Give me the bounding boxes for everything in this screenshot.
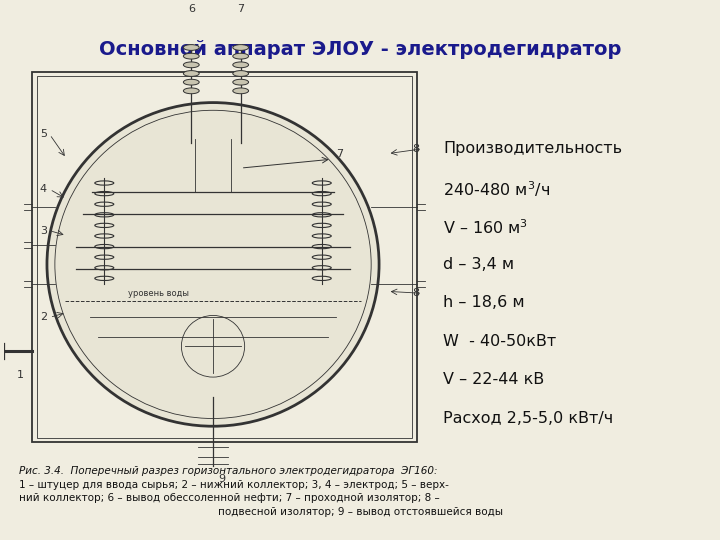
Text: Расход 2,5-5,0 кВт/ч: Расход 2,5-5,0 кВт/ч: [443, 410, 613, 426]
Text: 5: 5: [40, 130, 47, 139]
Text: 2: 2: [40, 312, 47, 322]
Text: 7: 7: [336, 150, 343, 159]
Text: 8: 8: [413, 144, 420, 154]
Bar: [32, 72, 418, 442]
Ellipse shape: [233, 71, 248, 76]
Text: d – 3,4 м: d – 3,4 м: [443, 256, 514, 272]
Text: 9: 9: [218, 474, 225, 484]
Text: W  - 40-50кВт: W - 40-50кВт: [443, 334, 557, 348]
Circle shape: [47, 103, 379, 426]
Text: Производительность: Производительность: [443, 141, 622, 156]
Text: 7: 7: [237, 4, 244, 14]
Text: ний коллектор; 6 – вывод обессоленной нефти; 7 – проходной изолятор; 8 –: ний коллектор; 6 – вывод обессоленной не…: [19, 494, 440, 503]
Text: Основной аппарат ЭЛОУ - электродегидратор: Основной аппарат ЭЛОУ - электродегидрато…: [99, 40, 621, 59]
Text: Рис. 3.4.  Поперечный разрез горизонтального электродегидратора  ЭГ160:: Рис. 3.4. Поперечный разрез горизонтальн…: [19, 467, 438, 476]
Text: 240-480 м$^3$/ч: 240-480 м$^3$/ч: [443, 179, 550, 199]
Ellipse shape: [184, 53, 199, 59]
Ellipse shape: [184, 62, 199, 68]
Text: подвесной изолятор; 9 – вывод отстоявшейся воды: подвесной изолятор; 9 – вывод отстоявшей…: [217, 507, 503, 517]
Ellipse shape: [184, 79, 199, 85]
Text: уровень воды: уровень воды: [128, 289, 189, 298]
Text: 3: 3: [40, 226, 47, 235]
Ellipse shape: [233, 79, 248, 85]
Ellipse shape: [233, 45, 248, 50]
Ellipse shape: [233, 53, 248, 59]
Ellipse shape: [184, 45, 199, 50]
Ellipse shape: [184, 88, 199, 94]
Bar: [37, 76, 413, 437]
Text: V – 22-44 кВ: V – 22-44 кВ: [443, 372, 544, 387]
Text: h – 18,6 м: h – 18,6 м: [443, 295, 525, 310]
Text: 1 – штуцер для ввода сырья; 2 – нижний коллектор; 3, 4 – электрод; 5 – верх-: 1 – штуцер для ввода сырья; 2 – нижний к…: [19, 480, 449, 490]
Text: V – 160 м$^3$: V – 160 м$^3$: [443, 218, 528, 237]
Text: 1: 1: [17, 370, 24, 380]
Ellipse shape: [184, 71, 199, 76]
Text: 4: 4: [40, 184, 47, 194]
Ellipse shape: [233, 88, 248, 94]
Text: 8: 8: [413, 288, 420, 298]
Text: 6: 6: [188, 4, 195, 14]
Ellipse shape: [233, 62, 248, 68]
